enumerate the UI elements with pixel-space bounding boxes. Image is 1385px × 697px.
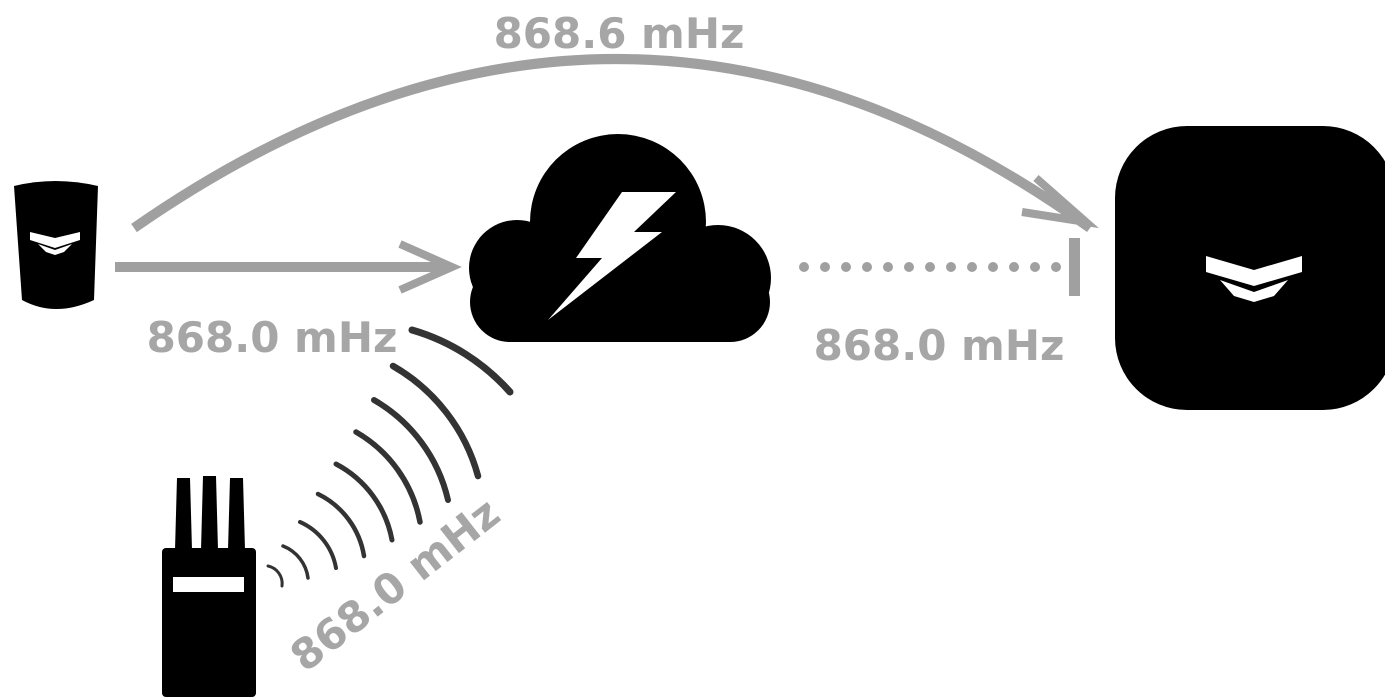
right-frequency-label: 868.0 mHz [814, 321, 1065, 370]
hub-icon [1115, 126, 1385, 410]
radio-waves-icon [266, 326, 514, 588]
storm-cloud-icon [469, 134, 771, 342]
top-arc-frequency-label: 868.6 mHz [494, 9, 745, 58]
sensor-to-cloud-arrow [115, 240, 462, 294]
blocked-signal-line [799, 238, 1080, 296]
motion-sensor-icon [14, 181, 98, 309]
left-frequency-label: 868.0 mHz [147, 313, 398, 362]
jammer-frequency-label: 868.0 mHz [281, 488, 509, 681]
block-bar [1069, 238, 1080, 296]
top-arc-arrow [131, 54, 1099, 233]
lightning-bolt-icon [548, 192, 676, 320]
radio-jammer-icon [162, 476, 256, 697]
